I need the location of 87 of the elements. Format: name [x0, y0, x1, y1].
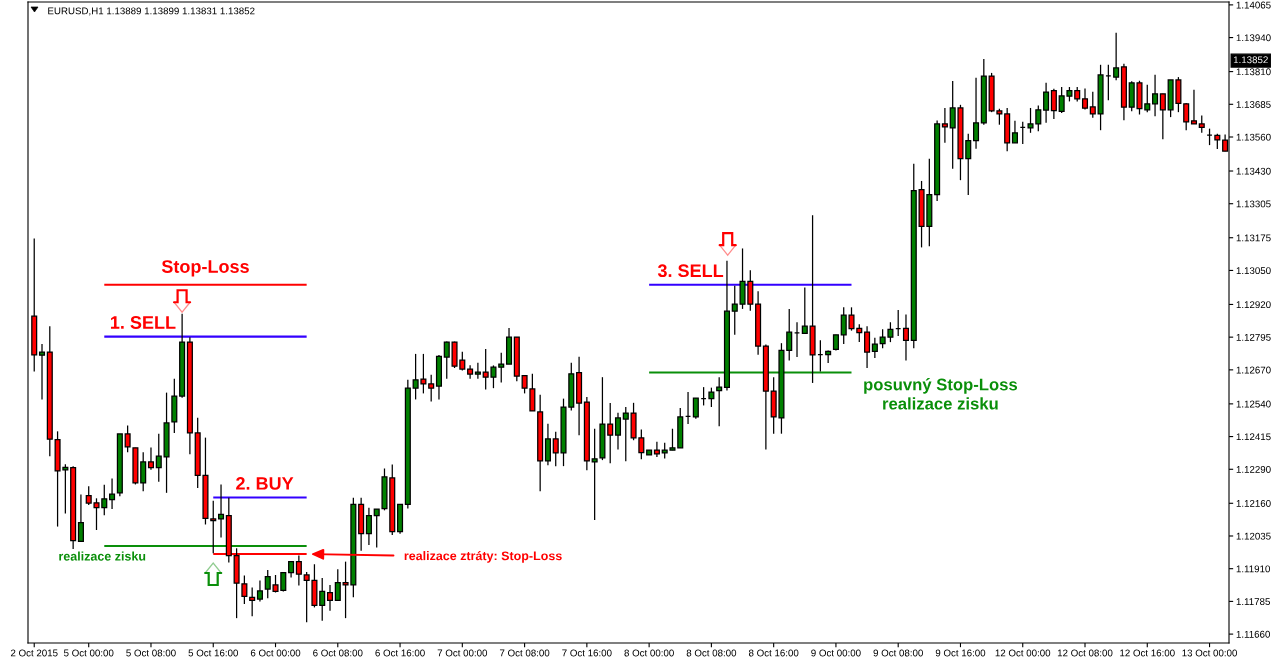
series-label: Stop-Loss [161, 260, 249, 277]
candlestick [1050, 88, 1057, 120]
candlestick [1190, 89, 1198, 125]
candlestick [801, 286, 808, 335]
x-tick-label: 6 Oct 00:00 [250, 649, 301, 657]
x-tick-label: 5 Oct 00:00 [63, 649, 114, 657]
x-tick-label: 9 Oct 16:00 [935, 649, 986, 657]
y-tick-label: 1.13305 [1236, 200, 1271, 208]
candlestick [77, 493, 84, 543]
y-tick-label: 1.11910 [1236, 565, 1270, 573]
y-tick-label: 1.12920 [1236, 301, 1271, 309]
y-tick-label: 1.12035 [1236, 532, 1271, 540]
y-tick-label: 1.13685 [1236, 101, 1271, 108]
y-tick-label: 1.13810 [1236, 68, 1271, 76]
candlestick [428, 374, 435, 403]
candlestick [1113, 32, 1120, 81]
x-tick-label: 6 Oct 16:00 [375, 649, 425, 657]
y-tick-label: 1.13430 [1236, 167, 1271, 175]
candlestick [1152, 74, 1159, 117]
x-tick-label: 9 Oct 00:00 [811, 649, 861, 657]
y-tick-label: 1.11785 [1236, 598, 1270, 606]
candlestick [140, 451, 147, 492]
candlestick [902, 313, 910, 362]
candlestick [249, 586, 256, 617]
y-tick-label: 1.13560 [1236, 133, 1271, 141]
annotation: 1. SELL [110, 316, 176, 329]
y-tick-label: 1.12670 [1236, 366, 1271, 374]
y-tick-label: 1.14065 [1236, 1, 1271, 9]
x-tick-label: 8 Oct 00:00 [624, 649, 674, 657]
candlestick [365, 507, 372, 546]
annotation: 2. BUY [236, 477, 294, 490]
candlestick [319, 577, 326, 622]
x-tick-label: 7 Oct 16:00 [562, 649, 612, 657]
text: realizace ztráty: Stop-Loss [404, 550, 562, 563]
x-tick-label: 7 Oct 00:00 [437, 649, 488, 657]
x-tick-label: 7 Oct 08:00 [499, 649, 550, 657]
candlestick [1081, 87, 1089, 111]
series-label: posuvný Stop-Loss realizace zisku [864, 378, 1018, 410]
candlestick [544, 423, 551, 466]
candlestick [1043, 82, 1050, 124]
candlestick [692, 397, 699, 420]
candlestick [474, 362, 481, 380]
y-tick-label: 1.12795 [1236, 333, 1271, 341]
candlestick [1183, 102, 1190, 131]
y-tick-label: 1.12160 [1236, 500, 1271, 507]
y-tick-label: 1.13940 [1236, 34, 1271, 42]
x-tick-label: 12 Oct 08:00 [1057, 649, 1113, 657]
candlestick [109, 477, 116, 510]
candlestick [607, 402, 614, 464]
candlestick [941, 107, 948, 144]
annotation: 3. SELL [657, 264, 724, 278]
candlestick [256, 579, 263, 603]
y-tick-label: 1.12290 [1236, 466, 1271, 473]
x-tick-label: 13 Oct 00:00 [1182, 649, 1237, 657]
x-tick-label: 8 Oct 16:00 [748, 649, 799, 657]
candlestick [124, 424, 131, 453]
annotation: 1.13852 [1233, 56, 1268, 64]
candlestick [38, 343, 46, 401]
y-tick-label: 1.12540 [1236, 400, 1271, 408]
x-tick-label: 8 Oct 08:00 [686, 649, 737, 657]
chart-title: EURUSD,H1 1.13889 1.13899 1.13831 1.13852 [48, 7, 255, 16]
candlestick [871, 337, 878, 359]
candlestick [716, 376, 723, 427]
candlestick [147, 446, 155, 471]
y-tick-label: 1.11660 [1236, 630, 1270, 638]
x-tick-label: 12 Oct 16:00 [1120, 649, 1175, 657]
candlestick [972, 77, 980, 150]
x-tick-label: 12 Oct 00:00 [995, 649, 1051, 657]
candlestick [334, 568, 341, 601]
candlestick [614, 412, 622, 451]
x-tick-label: 5 Oct 08:00 [126, 649, 176, 657]
series-label: realizace zisku [59, 551, 146, 561]
x-tick-label: 5 Oct 16:00 [188, 649, 238, 657]
candlestick [1011, 120, 1018, 144]
x-tick-label: 2 Oct 2015 [10, 649, 58, 657]
candlestick [591, 428, 598, 521]
y-tick-label: 1.13175 [1236, 234, 1271, 242]
candlestick [326, 584, 334, 612]
candlestick [708, 387, 715, 408]
y-tick-label: 1.12415 [1236, 433, 1271, 441]
y-tick-label: 1.13050 [1236, 267, 1271, 275]
candlestick [217, 483, 225, 539]
candlestick [1089, 91, 1096, 119]
x-tick-label: 9 Oct 08:00 [873, 649, 923, 657]
candlestick [864, 325, 871, 369]
candlestick [1159, 93, 1166, 140]
x-tick-label: 6 Oct 08:00 [313, 649, 363, 657]
